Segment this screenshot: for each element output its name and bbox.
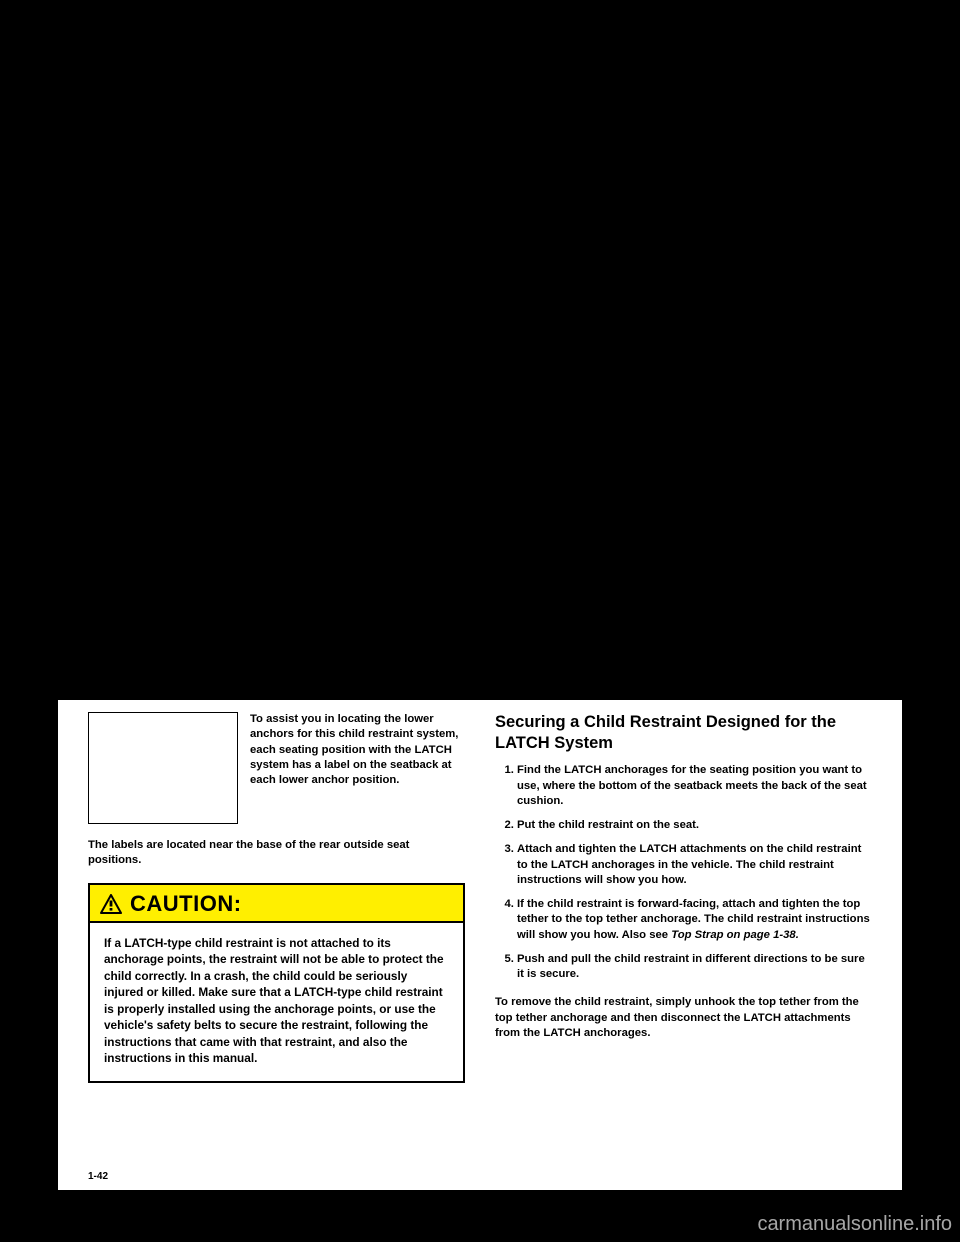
watermark: carmanualsonline.info <box>757 1213 952 1236</box>
step-4-ref: Top Strap on page 1-38. <box>671 929 799 941</box>
caution-body: If a LATCH-type child restraint is not a… <box>90 923 463 1081</box>
label-illustration-placeholder <box>88 712 238 824</box>
label-location-text: The labels are located near the base of … <box>88 838 465 869</box>
caution-header: CAUTION: <box>90 885 463 923</box>
step-2: Put the child restraint on the seat. <box>517 818 872 833</box>
left-column: To assist you in locating the lower anch… <box>88 712 465 1180</box>
removal-text: To remove the child restraint, simply un… <box>495 995 872 1041</box>
right-column: Securing a Child Restraint Designed for … <box>495 712 872 1180</box>
manual-page: To assist you in locating the lower anch… <box>58 700 902 1190</box>
caution-box: CAUTION: If a LATCH-type child restraint… <box>88 883 465 1083</box>
intro-text: To assist you in locating the lower anch… <box>250 712 465 824</box>
intro-row: To assist you in locating the lower anch… <box>88 712 465 824</box>
caution-title: CAUTION: <box>130 891 242 917</box>
section-heading: Securing a Child Restraint Designed for … <box>495 712 872 753</box>
step-4: If the child restraint is forward-facing… <box>517 897 872 943</box>
warning-triangle-icon <box>100 894 122 914</box>
step-3: Attach and tighten the LATCH attachments… <box>517 842 872 888</box>
steps-list: Find the LATCH anchorages for the seatin… <box>495 763 872 991</box>
step-5: Push and pull the child restraint in dif… <box>517 952 872 983</box>
step-1: Find the LATCH anchorages for the seatin… <box>517 763 872 809</box>
page-number: 1-42 <box>88 1171 108 1182</box>
